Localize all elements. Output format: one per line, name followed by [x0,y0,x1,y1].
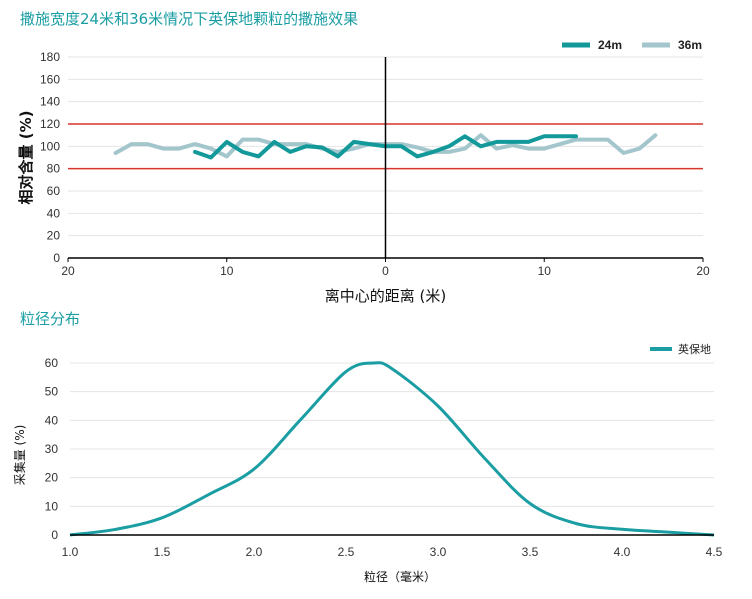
legend-label: 英保地 [678,342,711,356]
y-tick-label: 40 [47,206,61,220]
size-chart: 粒径分布 0 10 20 30 40 50 60 1.0 1.5 2.0 2.5 3.0 3.5 4.0… [12,310,723,584]
size-chart-y-axis-label: 采集量 (%) [12,425,27,486]
x-tick-label: 20 [696,264,710,278]
x-tick-label: 2.5 [338,545,355,559]
x-tick-label: 3.5 [522,545,539,559]
y-tick-label: 100 [40,139,60,153]
size-chart-series [69,361,715,537]
x-tick-label: 3.0 [430,545,447,559]
spread-chart-title: 撒施宽度24米和36米情况下英保地颗粒的撒施效果 [20,10,358,28]
spread-chart-y-axis-label: 相对含量 (%) [17,111,35,205]
x-tick-label: 10 [220,264,234,278]
spread-chart-legend: 24m 36m [562,38,702,52]
x-tick-label: 0 [382,264,389,278]
spread-chart: 撒施宽度24米和36米情况下英保地颗粒的撒施效果 020406080100120… [17,10,710,305]
x-tick-label: 1.0 [62,545,79,559]
y-tick-label: 40 [45,413,59,427]
y-tick-label: 0 [51,528,58,542]
x-tick-label: 4.5 [706,545,723,559]
legend-label-36m: 36m [678,38,702,52]
y-tick-label: 180 [40,50,60,64]
size-chart-gridlines [70,362,714,507]
x-tick-label: 20 [61,264,75,278]
y-tick-label: 60 [47,184,61,198]
y-tick-label: 60 [45,356,59,370]
spread-chart-x-ticks: 20 10 0 10 20 [61,258,710,278]
spread-chart-y-ticks: 0 20 40 60 80 100 120 140 160 180 [40,50,60,265]
size-chart-y-ticks: 0 10 20 30 40 50 60 [45,356,59,542]
y-tick-label: 160 [40,72,60,86]
x-tick-label: 2.0 [246,545,263,559]
x-tick-label: 1.5 [154,545,171,559]
y-tick-label: 30 [45,442,59,456]
series-line-英保地 [69,361,715,537]
y-tick-label: 0 [53,251,60,265]
y-tick-label: 120 [40,117,60,131]
y-tick-label: 80 [47,162,61,176]
y-tick-label: 140 [40,95,60,109]
x-tick-label: 10 [538,264,552,278]
x-tick-label: 4.0 [614,545,631,559]
spread-chart-x-axis-label: 离中心的距离 (米) [325,287,446,305]
y-tick-label: 50 [45,385,59,399]
size-chart-title: 粒径分布 [20,310,80,328]
y-tick-label: 10 [45,499,59,513]
y-tick-label: 20 [47,229,61,243]
y-tick-label: 20 [45,471,59,485]
size-chart-x-ticks: 1.0 1.5 2.0 2.5 3.0 3.5 4.0 4.5 [62,545,723,559]
size-chart-legend: 英保地 [650,342,711,356]
legend-label-24m: 24m [598,38,622,52]
size-chart-x-axis-label: 粒径（毫米） [364,569,436,584]
